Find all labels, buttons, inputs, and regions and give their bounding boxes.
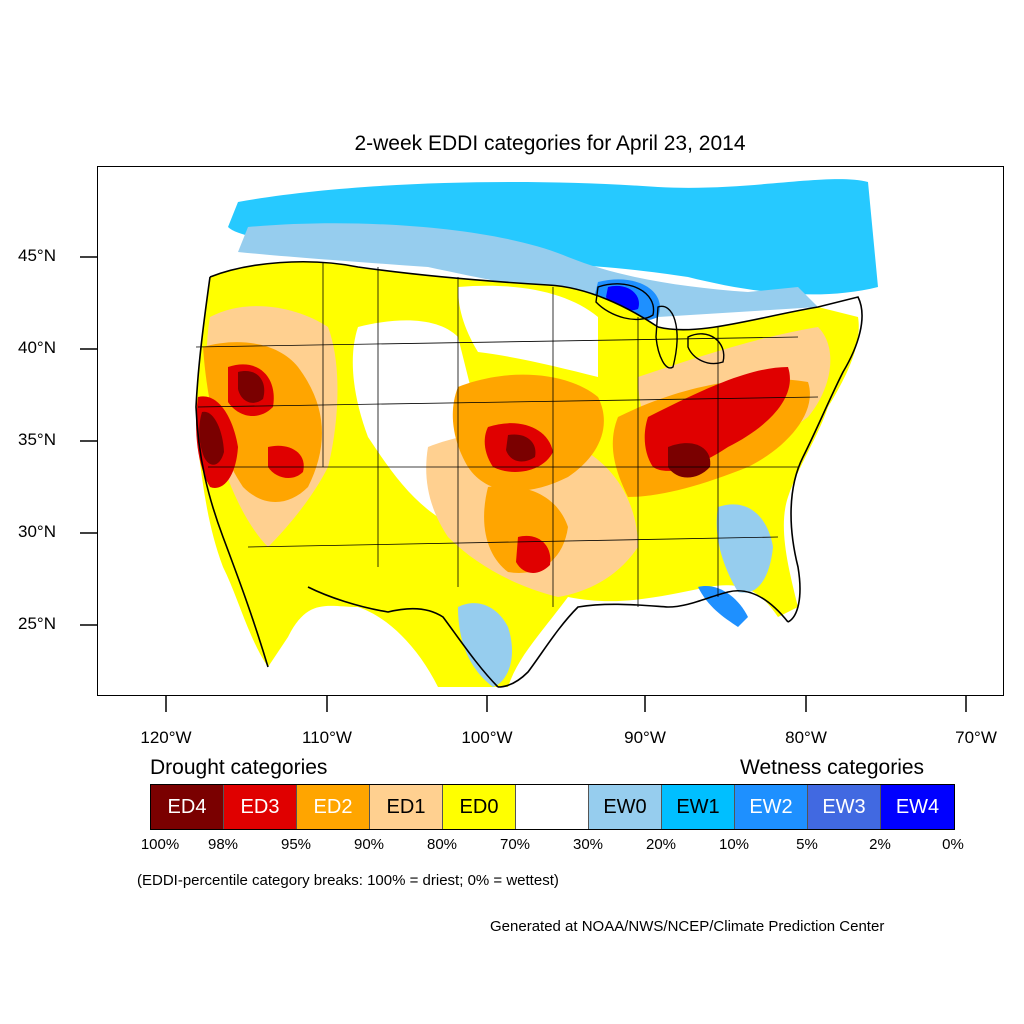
canada-wet-region [228,179,878,295]
percentile-label: 2% [869,836,891,853]
legend-cell-ew2: EW2 [735,785,808,829]
drought-heading: Drought categories [150,756,328,779]
lat-label-25: 25°N [18,614,56,633]
category-note: (EDDI-percentile category breaks: 100% =… [137,872,559,889]
map-title: 2-week EDDI categories for April 23, 201… [354,132,746,155]
arizona-ed3 [268,445,304,479]
percentile-label: 80% [426,836,458,853]
interior-state-lines [195,262,819,607]
eddi-map [97,166,1004,696]
lat-label-30: 30°N [18,522,56,541]
lon-label-120: 120°W [140,728,192,747]
percentile-label: 5% [796,836,818,853]
percentile-label: 70% [499,836,531,853]
percentile-label: 95% [280,836,312,853]
canada-light-wet [238,223,818,317]
percentile-label: 100% [140,836,180,853]
lat-label-45: 45°N [18,246,56,265]
lon-label-80: 80°W [785,728,827,747]
state-borders [195,261,863,688]
texas-ed3 [516,535,551,573]
legend-cell-ed1: ED1 [370,785,443,829]
eddi-map-canvas [195,179,878,688]
wetness-heading: Wetness categories [740,756,925,779]
lat-label-40: 40°N [18,338,56,357]
lon-label-70: 70°W [955,728,997,747]
percentile-label: 98% [207,836,239,853]
percentile-label: 20% [645,836,677,853]
california-ed4 [199,411,224,465]
florida-coast-wet [698,586,748,627]
category-legend: ED4 ED3 ED2 ED1 ED0 EW0 EW1 EW2 EW3 EW4 [150,784,955,830]
northern-plains-neutral [458,285,598,377]
great-lakes-outline [595,283,725,369]
percentile-label: 10% [718,836,750,853]
lat-label-35: 35°N [18,430,56,449]
legend-cell-ew3: EW3 [808,785,881,829]
legend-cell-ed4: ED4 [151,785,224,829]
legend-cell-ew1: EW1 [662,785,735,829]
legend-cell-ed2: ED2 [297,785,370,829]
percentile-label: 90% [353,836,385,853]
credit-line: Generated at NOAA/NWS/NCEP/Climate Predi… [490,918,885,935]
legend-cell-ed3: ED3 [224,785,297,829]
texas-coast-wet [458,603,513,687]
legend-cell-ed0: ED0 [443,785,516,829]
lon-label-110: 110°W [302,728,352,747]
kansas-ed4 [506,434,536,462]
lon-label-90: 90°W [624,728,666,747]
kentucky-ed4 [668,443,711,478]
legend-cell-neutral [516,785,589,829]
percentile-label: 0% [942,836,964,853]
legend-cell-ew4: EW4 [881,785,954,829]
percentile-label: 30% [572,836,604,853]
southeast-wet [716,504,773,593]
lon-label-100: 100°W [461,728,513,747]
nevada-ed4 [238,371,265,403]
legend-cell-ew0: EW0 [589,785,662,829]
